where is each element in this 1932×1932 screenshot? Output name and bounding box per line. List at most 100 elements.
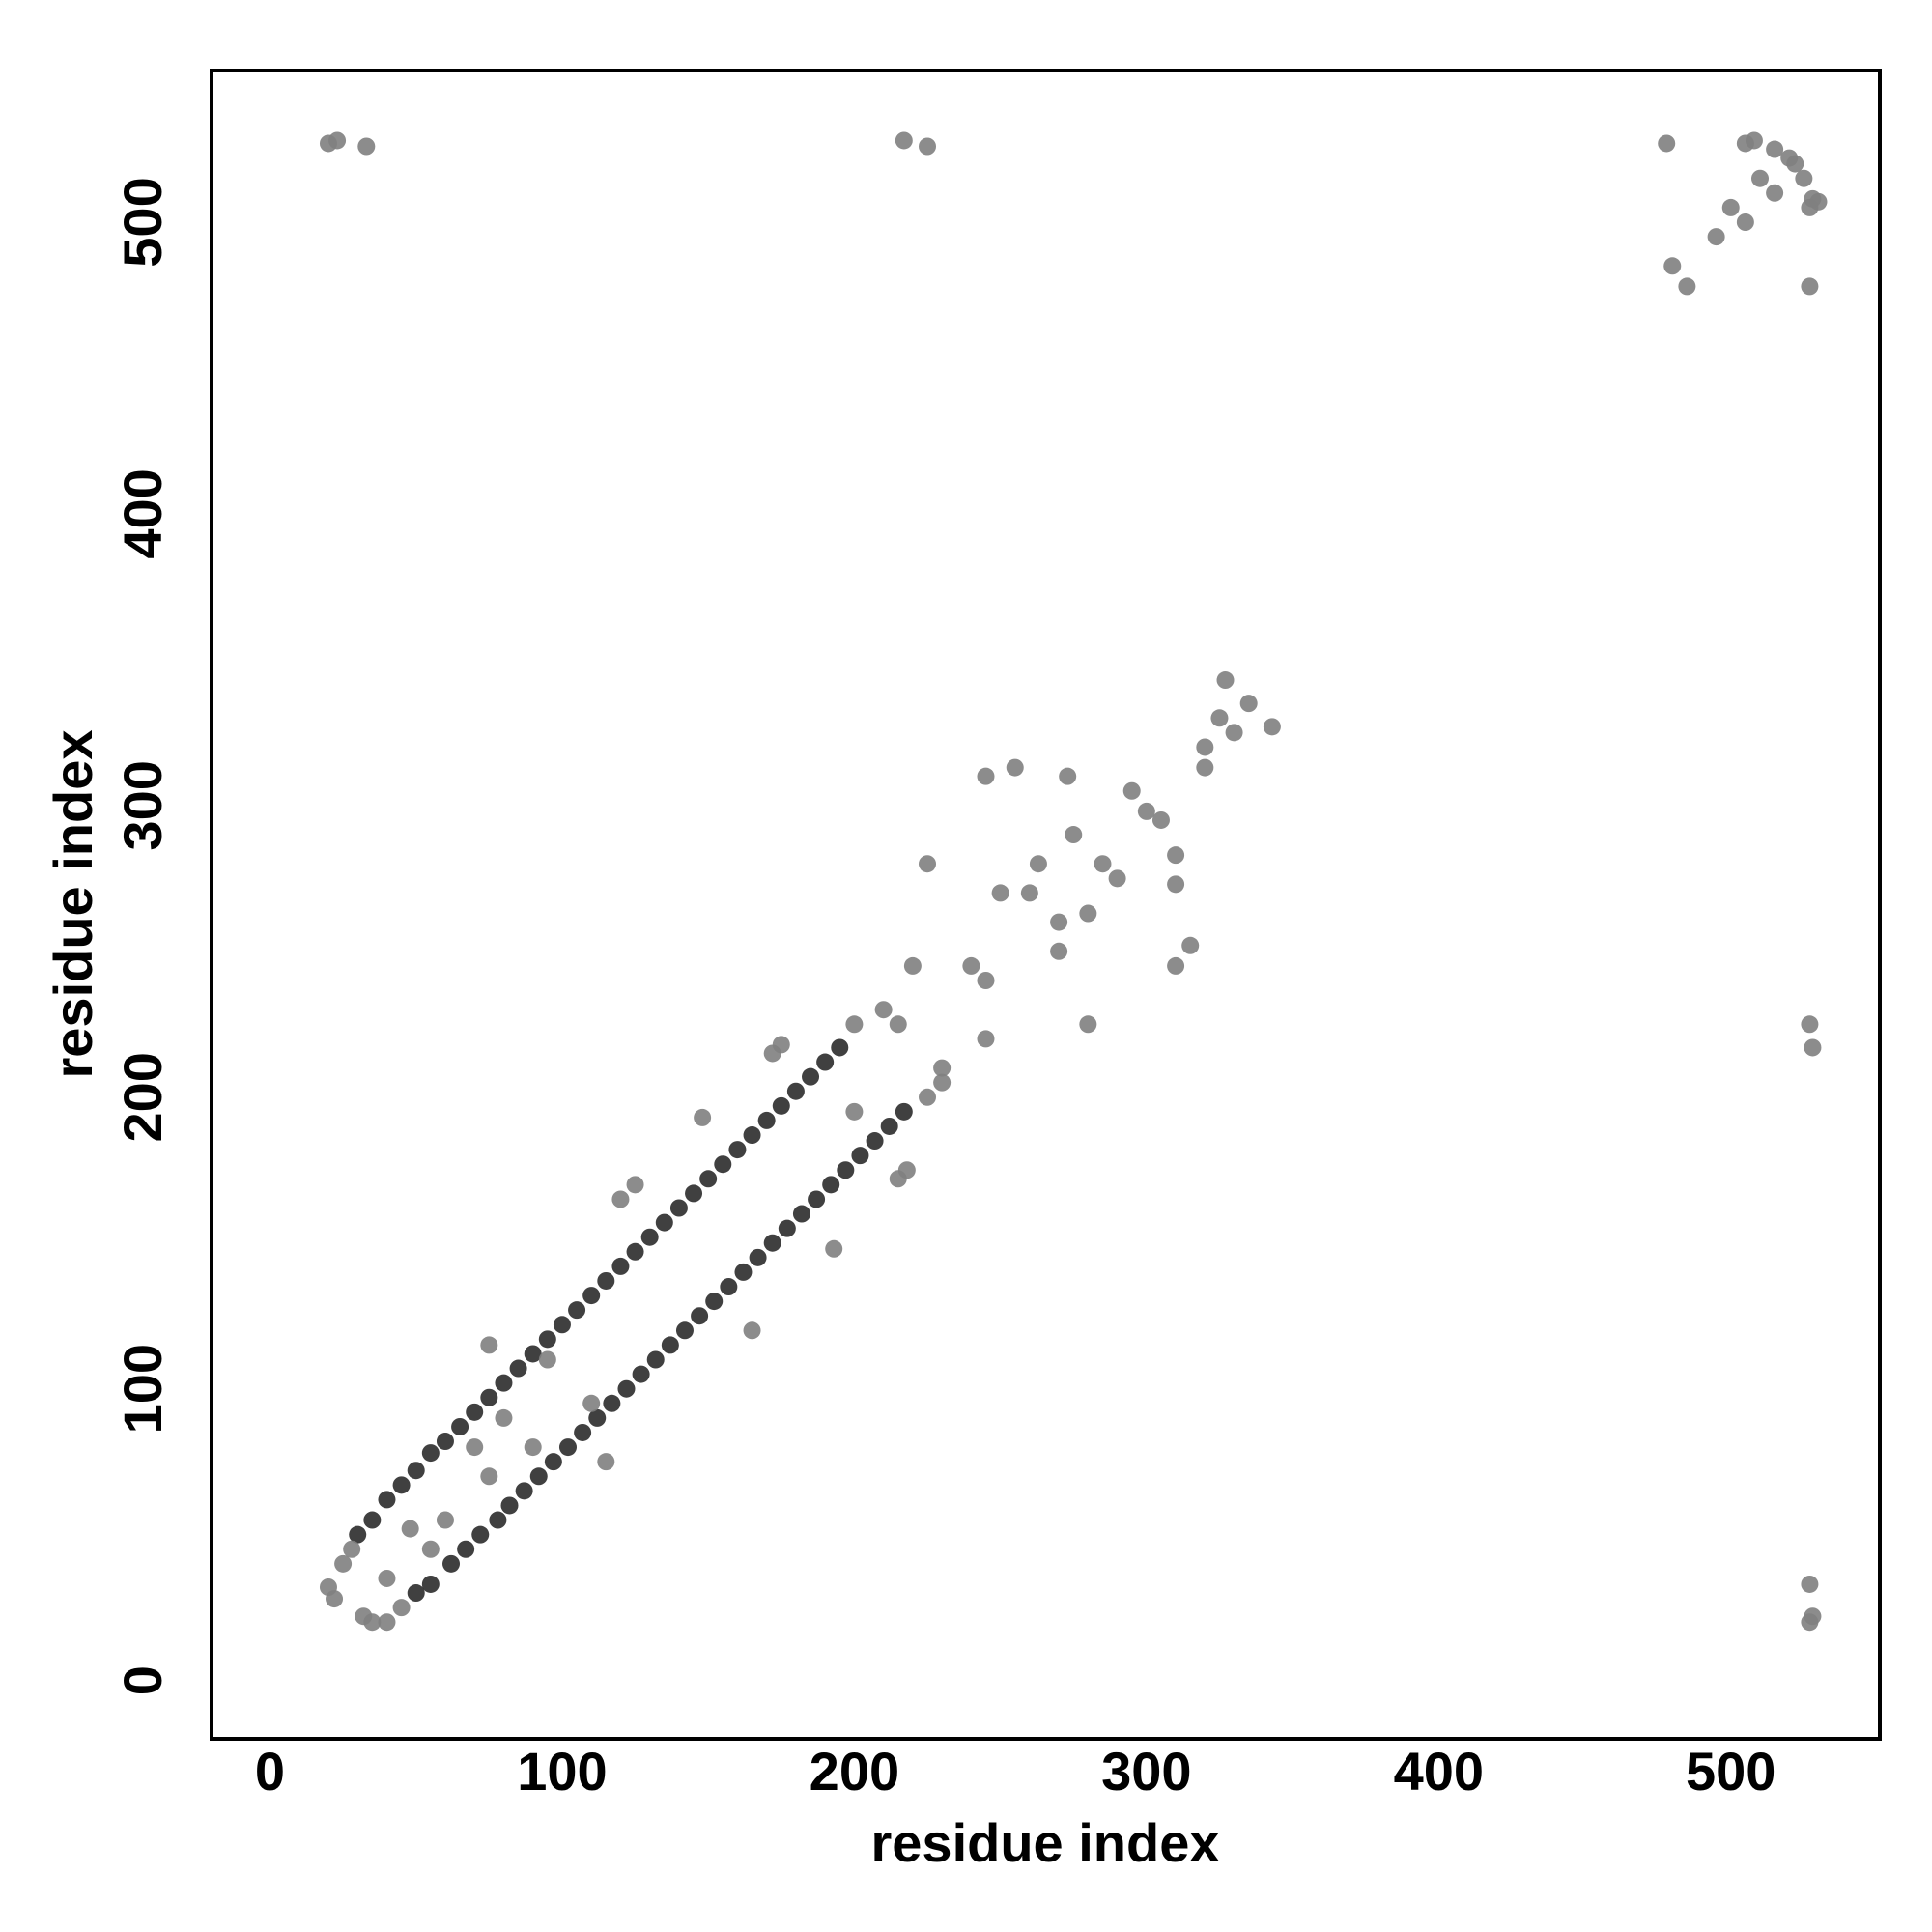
point — [757, 1111, 776, 1129]
point — [919, 855, 937, 873]
point — [611, 1257, 630, 1275]
point — [1795, 169, 1813, 187]
point — [436, 1511, 454, 1529]
point — [480, 1467, 498, 1486]
point — [349, 1525, 367, 1544]
point — [822, 1176, 840, 1194]
point — [734, 1263, 753, 1281]
point — [407, 1584, 425, 1603]
point — [1137, 802, 1155, 820]
point — [1122, 781, 1141, 800]
point — [597, 1453, 615, 1471]
point — [802, 1067, 820, 1086]
point — [363, 1511, 382, 1529]
y-tick-label: 500 — [112, 177, 173, 267]
y-tick-label: 400 — [112, 469, 173, 558]
point — [553, 1316, 571, 1334]
point — [825, 1239, 843, 1258]
point — [991, 884, 1009, 902]
point — [466, 1403, 484, 1421]
point — [451, 1417, 469, 1435]
point — [544, 1453, 562, 1471]
point — [743, 1126, 761, 1145]
point — [705, 1293, 724, 1311]
point — [1736, 134, 1754, 153]
point — [378, 1491, 396, 1509]
point — [1167, 956, 1185, 975]
point — [895, 131, 913, 150]
y-tick-label: 300 — [112, 760, 173, 850]
point — [495, 1374, 513, 1392]
point — [582, 1394, 601, 1412]
point — [1736, 213, 1754, 231]
point — [626, 1176, 644, 1194]
point — [1029, 855, 1047, 873]
point — [538, 1330, 556, 1349]
point — [655, 1213, 673, 1232]
point — [1750, 169, 1769, 187]
point — [363, 1613, 382, 1632]
point — [480, 1336, 498, 1354]
y-tick-label: 100 — [112, 1344, 173, 1434]
point — [874, 1001, 893, 1019]
point — [933, 1059, 952, 1077]
x-axis-title: residue index — [870, 1812, 1219, 1873]
point — [977, 972, 995, 989]
point — [1786, 155, 1804, 173]
point — [529, 1467, 548, 1486]
point — [772, 1096, 790, 1115]
point — [808, 1190, 826, 1208]
point — [1804, 1038, 1822, 1057]
point — [1225, 724, 1243, 742]
point — [378, 1569, 396, 1587]
point — [866, 1132, 884, 1151]
point — [694, 1108, 712, 1126]
point — [328, 131, 347, 150]
point — [436, 1433, 454, 1451]
point — [466, 1438, 484, 1457]
point — [792, 1205, 810, 1223]
x-tick-label: 100 — [517, 1741, 607, 1802]
point — [640, 1228, 659, 1246]
point — [1167, 875, 1185, 894]
point — [1263, 718, 1281, 736]
point — [933, 1073, 952, 1092]
point — [845, 1102, 864, 1121]
x-tick-label: 200 — [810, 1741, 899, 1802]
point — [558, 1438, 577, 1457]
point — [1050, 942, 1068, 960]
point — [845, 1015, 864, 1034]
point — [343, 1540, 361, 1558]
point — [626, 1242, 644, 1261]
point — [1707, 228, 1725, 246]
point — [903, 956, 922, 975]
point — [1658, 134, 1676, 153]
point — [763, 1234, 781, 1252]
point — [977, 767, 995, 785]
point — [611, 1190, 630, 1208]
point — [1079, 1015, 1097, 1034]
point — [1663, 257, 1682, 275]
point — [1006, 758, 1024, 777]
point — [442, 1554, 461, 1573]
point — [1721, 198, 1740, 216]
point — [603, 1394, 621, 1412]
point — [669, 1199, 688, 1217]
point — [597, 1271, 615, 1290]
point — [489, 1511, 507, 1529]
point — [831, 1038, 849, 1057]
x-tick-label: 500 — [1686, 1741, 1776, 1802]
point — [837, 1161, 855, 1179]
point — [421, 1540, 440, 1558]
point — [524, 1345, 542, 1363]
point — [786, 1082, 805, 1100]
point — [407, 1462, 425, 1480]
point — [326, 1590, 344, 1608]
point — [357, 137, 376, 156]
point — [1151, 810, 1170, 829]
point — [1181, 936, 1200, 954]
x-tick-label: 400 — [1394, 1741, 1484, 1802]
x-tick-label: 0 — [255, 1741, 285, 1802]
point — [524, 1438, 542, 1457]
